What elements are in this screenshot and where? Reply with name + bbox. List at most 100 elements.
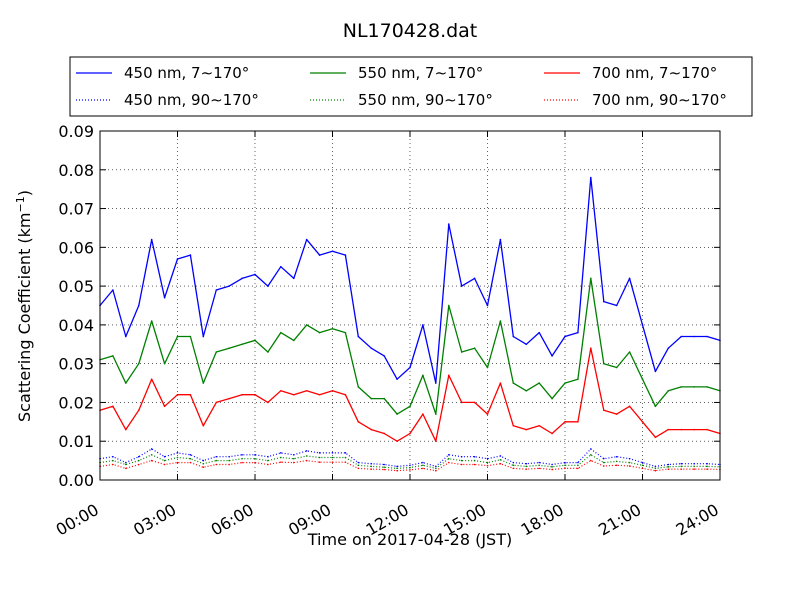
data-point-3 (331, 456, 334, 459)
data-point-0 (512, 335, 515, 338)
data-point-2 (538, 382, 540, 384)
data-point-3 (551, 466, 553, 468)
data-point-2 (486, 366, 489, 369)
data-point-1 (435, 465, 437, 468)
data-point-1 (125, 461, 127, 464)
data-point-2 (680, 386, 683, 388)
data-point-0 (680, 335, 683, 338)
data-point-4 (280, 390, 282, 392)
data-point-1 (202, 459, 205, 462)
legend-frame (69, 56, 753, 117)
data-point-2 (305, 324, 308, 326)
data-point-0 (150, 238, 153, 241)
legend: 450 nm, 7∼170° 550 nm, 7∼170° 700 nm, 7∼17… (69, 56, 753, 117)
data-point-1 (344, 452, 347, 454)
data-point-5 (564, 467, 566, 470)
data-point-2 (150, 320, 153, 322)
data-point-2 (654, 405, 657, 408)
data-point-0 (590, 176, 592, 179)
x-tick-label: 00:00 (53, 500, 102, 540)
legend-label-0: 450 nm, 7∼170° (124, 64, 249, 82)
data-point-2 (125, 382, 127, 384)
data-point-4 (267, 401, 269, 404)
data-point-2 (615, 366, 618, 369)
data-point-4 (680, 428, 683, 431)
data-point-3 (150, 453, 153, 456)
data-point-1 (137, 455, 140, 458)
y-tick-label: 0.06 (58, 238, 94, 257)
data-point-4 (202, 424, 205, 427)
data-point-1 (693, 462, 695, 465)
data-point-4 (150, 378, 153, 380)
data-point-5 (602, 465, 605, 467)
data-point-3 (112, 459, 114, 462)
data-point-2 (577, 378, 579, 380)
data-point-0 (163, 296, 166, 299)
data-point-1 (254, 453, 256, 456)
data-point-2 (215, 351, 218, 353)
data-point-5 (396, 469, 398, 472)
data-point-4 (551, 432, 553, 435)
data-point-3 (189, 457, 192, 460)
legend-label-5: 700 nm, 90∼170° (592, 91, 727, 109)
data-point-2 (447, 304, 450, 307)
data-point-0 (564, 335, 566, 338)
data-point-5 (292, 461, 295, 464)
data-point-3 (215, 459, 218, 462)
data-point-0 (641, 324, 644, 326)
data-point-1 (267, 455, 269, 458)
data-point-1 (525, 462, 528, 465)
data-point-0 (305, 238, 308, 241)
data-point-5 (577, 467, 579, 470)
data-point-5 (357, 467, 360, 470)
data-point-4 (396, 440, 398, 443)
data-point-0 (693, 335, 695, 338)
data-point-0 (525, 343, 528, 346)
data-point-3 (318, 456, 321, 459)
data-point-0 (602, 300, 605, 303)
data-point-0 (538, 331, 540, 334)
data-point-3 (125, 463, 127, 466)
data-point-5 (202, 466, 205, 469)
data-point-0 (422, 324, 424, 326)
data-point-4 (564, 421, 566, 423)
data-point-2 (383, 397, 385, 400)
data-point-5 (447, 461, 450, 464)
data-point-5 (383, 468, 385, 471)
data-point-3 (267, 459, 269, 462)
data-point-2 (357, 386, 360, 388)
data-point-4 (654, 436, 657, 439)
y-tick-label: 0.07 (58, 200, 94, 219)
data-point-3 (383, 466, 385, 469)
data-point-5 (667, 468, 670, 470)
data-point-1 (538, 461, 540, 464)
data-point-4 (525, 428, 528, 431)
data-point-5 (189, 461, 192, 464)
data-point-2 (525, 390, 528, 392)
data-point-5 (331, 461, 334, 463)
data-point-1 (447, 453, 450, 456)
data-point-1 (615, 455, 618, 458)
data-point-3 (499, 459, 502, 461)
data-point-3 (254, 457, 256, 460)
data-point-1 (280, 452, 282, 454)
data-point-4 (241, 393, 243, 396)
data-point-1 (499, 455, 502, 457)
data-point-3 (460, 459, 463, 462)
data-point-1 (512, 461, 515, 464)
chart-title: NL170428.dat (343, 20, 478, 42)
data-point-2 (706, 386, 708, 388)
data-point-0 (370, 347, 373, 349)
data-point-2 (202, 382, 205, 384)
data-point-1 (357, 461, 360, 464)
data-point-0 (486, 304, 489, 307)
data-point-4 (435, 440, 437, 443)
data-point-2 (473, 347, 476, 349)
data-point-5 (150, 459, 153, 462)
data-point-0 (654, 370, 657, 373)
data-point-4 (228, 397, 230, 400)
data-point-0 (344, 254, 347, 256)
data-point-0 (551, 355, 553, 357)
data-point-5 (344, 461, 347, 463)
data-point-1 (228, 455, 230, 458)
